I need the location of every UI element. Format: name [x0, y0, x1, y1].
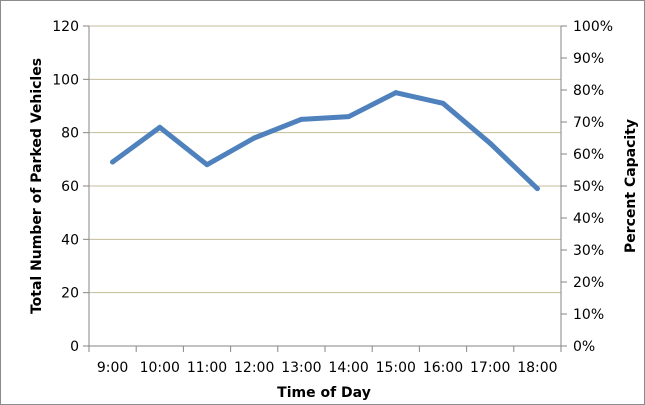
x-axis-title: Time of Day [277, 385, 371, 401]
y2-tick-label: 10% [573, 307, 604, 323]
y2-tick-label: 100% [573, 19, 613, 35]
y2-tick-label: 40% [573, 211, 604, 227]
data-point [298, 116, 304, 122]
y-tick-label: 80 [61, 126, 79, 142]
data-point [487, 140, 493, 146]
data-point [393, 90, 399, 96]
y2-tick-label: 0% [573, 339, 595, 355]
data-point [204, 162, 210, 168]
x-tick-label: 14:00 [328, 360, 368, 376]
data-point [440, 100, 446, 106]
y2-tick-label: 90% [573, 51, 604, 67]
y-tick-label: 120 [52, 19, 79, 35]
y2-axis-ticks: 0% 10% 20% 30% 40% 50% 60% 70% 80% 90% 100% [573, 19, 613, 355]
x-tick-label: 10:00 [140, 360, 180, 376]
y-axis-ticks: 0 20 40 60 80 100 120 [52, 19, 79, 355]
y-tick-label: 100 [52, 72, 79, 88]
data-point [251, 135, 257, 141]
y-tick-label: 20 [61, 286, 79, 302]
y2-tick-label: 50% [573, 179, 604, 195]
y2-tick-label: 80% [573, 83, 604, 99]
x-tick-label: 16:00 [423, 360, 463, 376]
gridlines [89, 25, 561, 294]
y2-tick-label: 20% [573, 275, 604, 291]
x-tick-label: 17:00 [470, 360, 510, 376]
y-tick-label: 40 [61, 232, 79, 248]
x-tick-label: 12:00 [234, 360, 274, 376]
series-group [110, 90, 540, 192]
data-point [110, 159, 116, 165]
y2-axis-title: Percent Capacity [623, 119, 639, 253]
y-tick-label: 0 [70, 339, 79, 355]
data-point [346, 114, 352, 120]
x-tick-label: 18:00 [517, 360, 557, 376]
y-axis-title: Total Number of Parked Vehicles [29, 58, 45, 314]
x-tick-label: 15:00 [376, 360, 416, 376]
series-line [110, 90, 540, 192]
y-tick-label: 60 [61, 179, 79, 195]
y2-tick-label: 70% [573, 115, 604, 131]
y2-tick-label: 60% [573, 147, 604, 163]
y2-tick-label: 30% [573, 243, 604, 259]
x-axis-ticks: 9:00 10:00 11:00 12:00 13:00 14:00 15:00 16:00 1… [97, 360, 558, 376]
axes [83, 25, 567, 352]
data-point [157, 124, 163, 130]
x-tick-label: 9:00 [97, 360, 128, 376]
x-tick-label: 13:00 [281, 360, 321, 376]
x-tick-label: 11:00 [187, 360, 227, 376]
data-point [534, 186, 540, 192]
